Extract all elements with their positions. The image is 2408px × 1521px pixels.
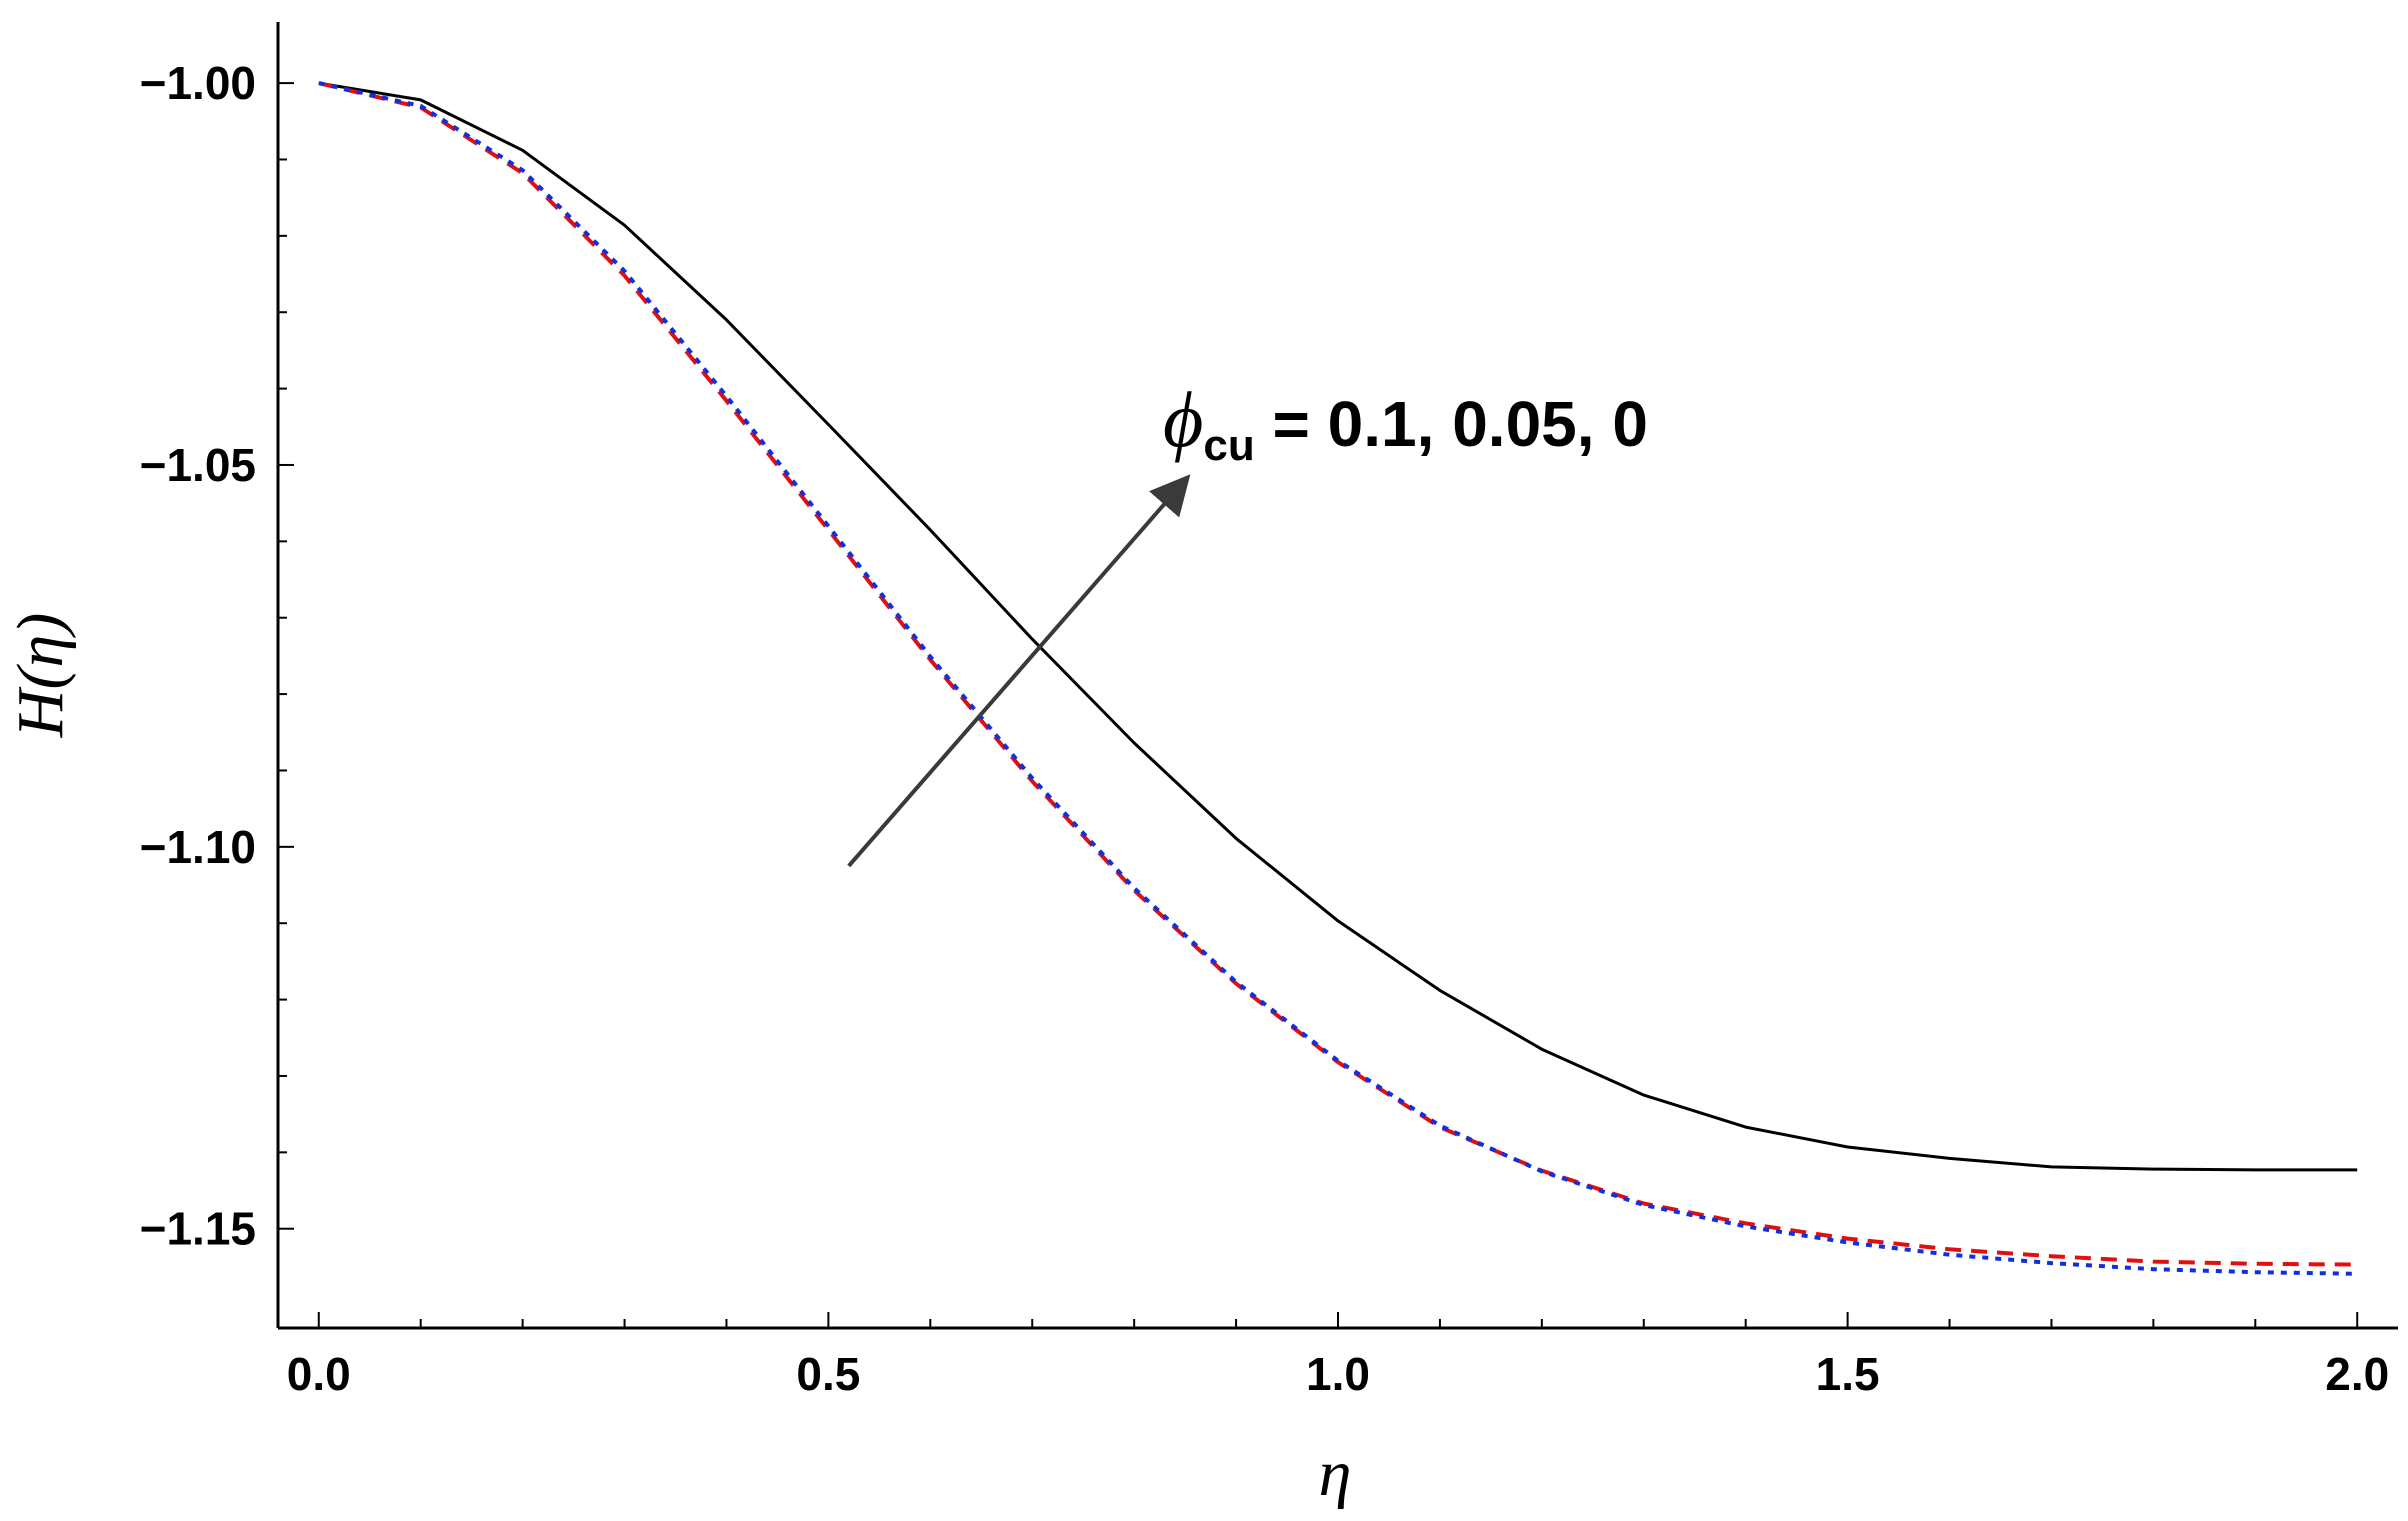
series-line-3 (318, 81, 2358, 1276)
annotation-symbol: ϕ (1163, 376, 1203, 463)
x-tick-label: 2.0 (2325, 1348, 2389, 1400)
series-line-2 (318, 81, 2358, 1267)
annotation-subscript: cu (1203, 421, 1254, 470)
annotation-arrow (847, 474, 1191, 868)
x-tick-label: 0.0 (287, 1348, 351, 1400)
x-tick-label: 0.5 (796, 1348, 860, 1400)
annotation: ϕcu = 0.1, 0.05, 0 (847, 376, 1648, 868)
annotation-label: ϕcu = 0.1, 0.05, 0 (1163, 376, 1648, 470)
y-tick-label: −1.00 (140, 57, 256, 109)
y-tick-label: −1.05 (140, 439, 256, 491)
y-axis-label: H(η) (4, 613, 77, 738)
x-axis-label: η (1319, 1437, 1352, 1510)
series-layer (318, 81, 2358, 1276)
y-tick-label: −1.10 (140, 821, 256, 873)
annotation-values: = 0.1, 0.05, 0 (1255, 388, 1648, 460)
x-tick-label: 1.5 (1816, 1348, 1880, 1400)
y-tick-label: −1.15 (140, 1203, 256, 1255)
series-line-1 (318, 81, 2358, 1172)
x-tick-label: 1.0 (1306, 1348, 1370, 1400)
y-ticks: −1.00 −1.05 −1.10 −1.15 (140, 57, 294, 1255)
x-ticks: 0.0 0.5 1.0 1.5 2.0 (287, 1312, 2389, 1400)
axes: 0.0 0.5 1.0 1.5 2.0 −1.00 −1.05 −1.10 −1.15 (140, 22, 2398, 1400)
